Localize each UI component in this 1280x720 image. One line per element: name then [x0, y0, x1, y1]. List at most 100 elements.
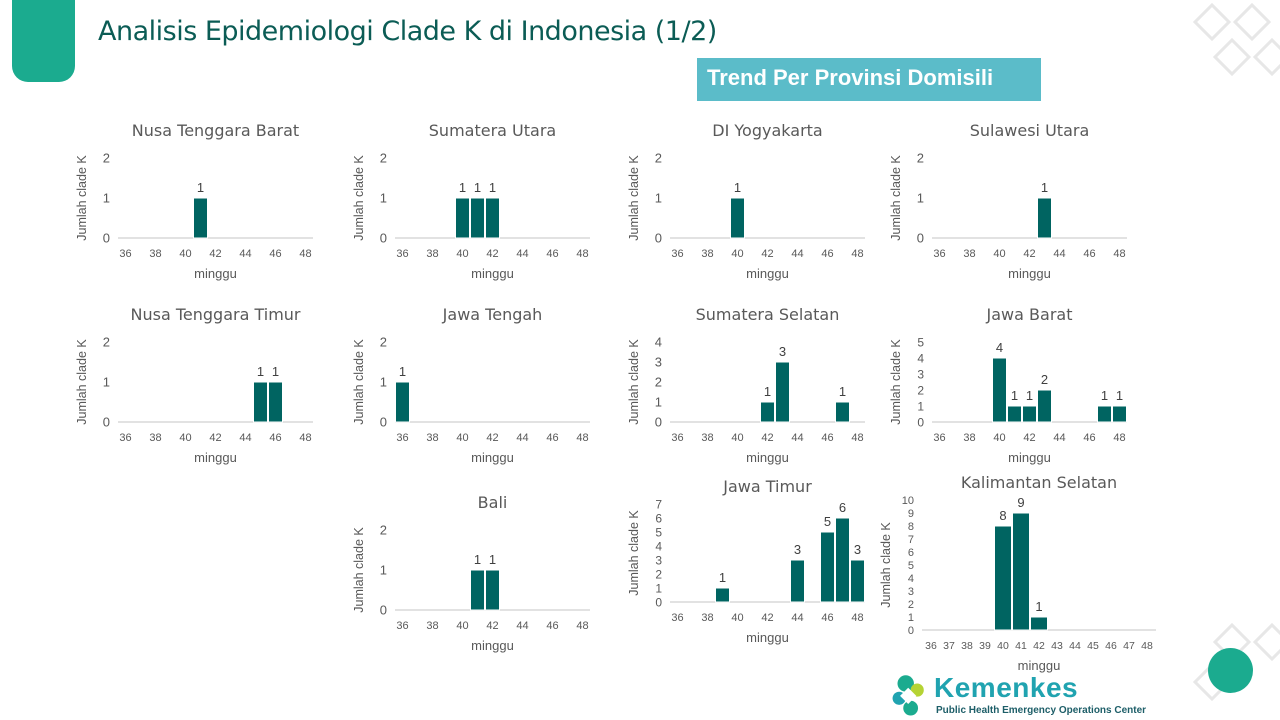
y-tick-label: 10	[902, 495, 914, 507]
data-label: 3	[779, 344, 786, 359]
x-tick-label: 42	[761, 248, 773, 260]
x-tick-label: 46	[1105, 640, 1117, 652]
bar	[455, 197, 470, 239]
x-tick-label: 40	[456, 620, 468, 632]
corner-decoration	[12, 0, 75, 82]
x-axis-label: minggu	[746, 450, 789, 465]
x-axis-label: minggu	[194, 450, 237, 465]
chart-svg: Sumatera Utara Jumlah clade K minggu 0 1 2 36 3…	[352, 121, 590, 281]
x-tick-label: 36	[396, 248, 408, 260]
y-tick-label: 4	[908, 573, 914, 585]
logo-name: Kemenkes	[934, 672, 1079, 703]
x-tick-label: 36	[119, 432, 131, 444]
y-tick-label: 3	[917, 367, 924, 381]
chart-svg: Sumatera Selatan Jumlah clade K minggu 0 1 2 3…	[627, 305, 865, 465]
chart-title: Bali	[478, 493, 508, 512]
y-tick-label: 2	[380, 151, 387, 166]
chart-title: Jawa Tengah	[442, 305, 543, 324]
x-tick-label: 40	[179, 248, 191, 260]
x-tick-label: 40	[997, 640, 1009, 652]
bar	[1097, 405, 1112, 423]
x-tick-label: 39	[979, 640, 991, 652]
y-tick-label: 1	[908, 612, 914, 624]
y-tick-label: 2	[655, 567, 662, 581]
x-axis-label: minggu	[1018, 658, 1061, 673]
y-tick-label: 1	[380, 191, 387, 206]
chart-svg: DI Yogyakarta Jumlah clade K minggu 0 1 2 36 38…	[627, 121, 865, 281]
bar	[193, 197, 208, 239]
y-tick-label: 1	[380, 375, 387, 390]
y-tick-label: 0	[908, 625, 914, 637]
chart-bali: Bali Jumlah clade K minggu 0 1 2 36 38 40 1 42 1 44 4…	[345, 486, 645, 696]
x-tick-label: 40	[731, 248, 743, 260]
y-tick-label: 7	[908, 534, 914, 546]
x-tick-label: 44	[516, 620, 528, 632]
data-label: 5	[824, 514, 831, 529]
bar	[730, 197, 745, 239]
y-tick-label: 2	[655, 375, 662, 390]
x-tick-label: 40	[456, 248, 468, 260]
x-tick-label: 38	[426, 248, 438, 260]
x-tick-label: 40	[993, 432, 1005, 444]
data-label: 1	[1035, 599, 1042, 614]
x-tick-label: 46	[546, 248, 558, 260]
page-title: Analisis Epidemiologi Clade K di Indones…	[98, 16, 717, 47]
x-tick-label: 48	[576, 620, 588, 632]
data-label: 1	[1026, 388, 1033, 403]
y-tick-label: 4	[655, 539, 662, 553]
y-tick-label: 7	[655, 497, 662, 511]
bar	[253, 381, 268, 423]
x-axis-label: minggu	[1008, 450, 1051, 465]
y-axis-label: Jumlah clade K	[75, 339, 89, 425]
chart-sulawesi-utara: Sulawesi Utara Jumlah clade K minggu 0 1 2 36 3…	[882, 114, 1182, 324]
chart-title: Sumatera Selatan	[696, 305, 840, 324]
chart-title: Sumatera Utara	[429, 121, 556, 140]
x-tick-label: 40	[731, 432, 743, 444]
x-tick-label: 44	[791, 432, 803, 444]
y-tick-label: 3	[655, 355, 662, 370]
bar	[268, 381, 283, 423]
data-label: 1	[489, 180, 496, 195]
x-tick-label: 36	[933, 248, 945, 260]
y-tick-label: 5	[908, 560, 914, 572]
y-tick-label: 1	[103, 375, 110, 390]
x-tick-label: 40	[456, 432, 468, 444]
bar	[1007, 405, 1022, 423]
y-tick-label: 3	[908, 586, 914, 598]
kemenkes-logo: Kemenkes Public Health Emergency Operati…	[886, 672, 1146, 720]
bar	[790, 559, 805, 603]
x-tick-label: 48	[1141, 640, 1153, 652]
chart-nusa-tenggara-barat: Nusa Tenggara Barat Jumlah clade K minggu 0…	[68, 114, 368, 324]
bar	[1037, 197, 1052, 239]
x-tick-label: 48	[299, 432, 311, 444]
x-tick-label: 36	[925, 640, 937, 652]
x-tick-label: 36	[933, 432, 945, 444]
x-tick-label: 38	[961, 640, 973, 652]
y-tick-label: 9	[908, 508, 914, 520]
chart-title: Jawa Timur	[722, 477, 812, 496]
x-tick-label: 42	[761, 612, 773, 624]
x-tick-label: 42	[1033, 640, 1045, 652]
x-tick-label: 46	[821, 432, 833, 444]
y-tick-label: 2	[908, 599, 914, 611]
y-tick-label: 3	[655, 553, 662, 567]
y-tick-label: 0	[655, 415, 662, 430]
bar	[760, 401, 775, 423]
accent-circle	[1208, 648, 1253, 693]
data-label: 8	[999, 508, 1006, 523]
bar	[715, 587, 730, 603]
x-tick-label: 36	[671, 248, 683, 260]
x-tick-label: 40	[993, 248, 1005, 260]
chart-title: Jawa Barat	[986, 305, 1073, 324]
y-tick-label: 2	[917, 383, 924, 397]
data-label: 1	[764, 384, 771, 399]
x-tick-label: 44	[791, 248, 803, 260]
x-tick-label: 40	[179, 432, 191, 444]
